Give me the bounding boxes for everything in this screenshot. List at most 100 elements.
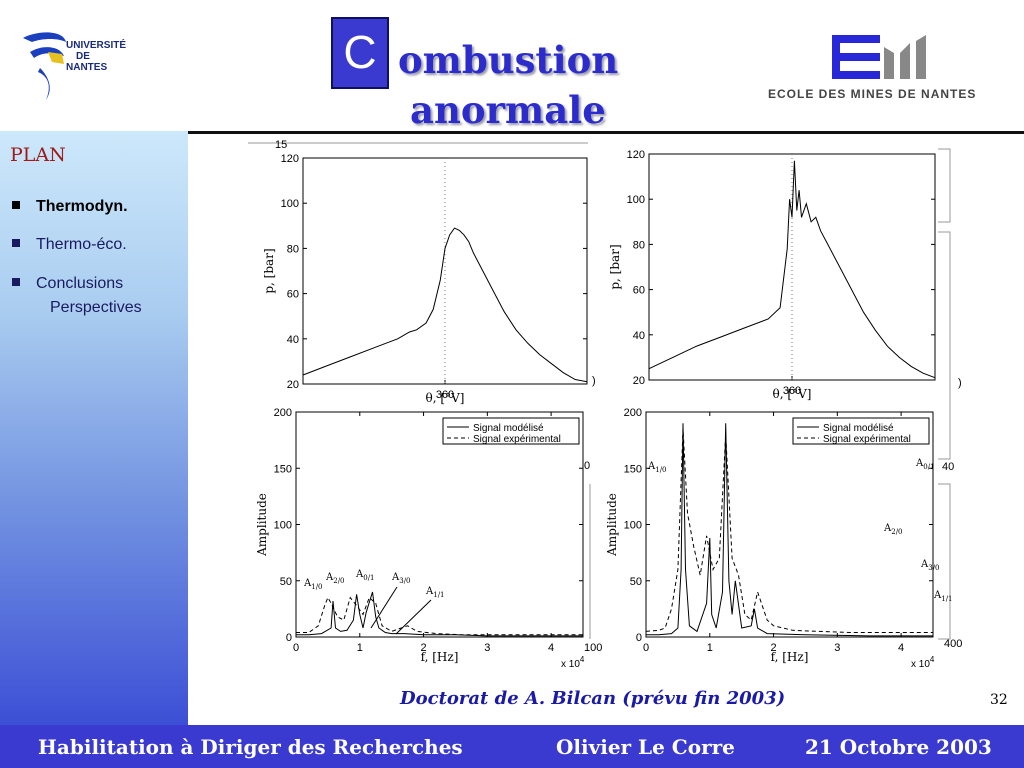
plan-item-thermodyn[interactable]: Thermodyn.: [12, 198, 128, 216]
x-tick-label: 4: [898, 642, 904, 654]
y-tick-label: 0: [636, 632, 642, 644]
svg-text:): ): [592, 375, 596, 387]
bullet-icon: [12, 201, 20, 209]
x-tick-label: 2: [420, 642, 426, 654]
svg-text:100: 100: [584, 642, 602, 654]
x-tick-label: 1: [707, 642, 713, 654]
y-tick-label: 20: [287, 379, 299, 391]
x-tick-label: 360: [436, 389, 454, 401]
x-multiplier-exp: 4: [580, 655, 585, 664]
series-line-1: [648, 160, 936, 379]
legend-box: [792, 417, 930, 445]
school-name: ECOLE DES MINES DE NANTES: [768, 87, 977, 101]
header-divider: [188, 131, 1024, 134]
y-tick-label: 100: [624, 520, 642, 532]
footer-bar: Habilitation à Diriger des Recherches Ol…: [0, 725, 1024, 768]
footer-date: 21 Octobre 2003: [805, 735, 992, 759]
ecole-des-mines-logo: [832, 35, 926, 79]
x-tick-label: 1: [357, 642, 363, 654]
annotation-pointer: [395, 599, 432, 635]
slide-caption: Doctorat de A. Bilcan (prévu fin 2003): [400, 688, 786, 709]
x-axis-label: θ, [°V]: [426, 391, 465, 405]
y-tick-label: 60: [633, 285, 645, 297]
x-tick-label: 0: [643, 642, 649, 654]
annotation-pointer: [370, 586, 398, 629]
y-tick-label: 200: [624, 407, 642, 419]
plot-frame: [295, 411, 584, 638]
series-line-1: [302, 227, 588, 383]
peak-annotation-sub: 1/0: [655, 466, 666, 474]
peak-annotation-sub: 2/0: [333, 577, 344, 585]
footer-author: Olivier Le Corre: [556, 735, 735, 759]
peak-annotation-sub: 1/0: [311, 583, 322, 591]
y-tick-label: 0: [286, 632, 292, 644]
charts-area: 15 ) ) 0 40 100 400 20406080100120360θ, …: [248, 139, 962, 670]
x-multiplier: x 104: [911, 655, 935, 670]
svg-text:400: 400: [944, 638, 962, 650]
legend-label: Signal modélisé: [823, 423, 894, 434]
svg-text:): ): [958, 377, 962, 389]
y-tick-label: 60: [287, 289, 299, 301]
y-tick-label: 50: [280, 576, 292, 588]
y-tick-label: 120: [627, 149, 645, 161]
y-tick-label: 200: [274, 407, 292, 419]
series-line-1: [646, 423, 933, 637]
peak-annotation-sub: 1/1: [433, 591, 444, 599]
legend-label: Signal expérimental: [473, 434, 561, 445]
x-axis-label: f, [Hz]: [421, 650, 459, 664]
plan-sidebar: PLAN Thermodyn. Thermo-éco. Conclusions …: [0, 131, 188, 725]
svg-text:15: 15: [275, 139, 287, 151]
universite-de-nantes-logo: [23, 32, 66, 100]
y-axis-label: p, [bar]: [262, 248, 276, 293]
slide-title-line1: ombustion: [398, 38, 619, 82]
x-axis-label: θ, [°V]: [773, 387, 812, 401]
plan-item-conclusions[interactable]: Conclusions: [12, 275, 123, 293]
legend-label: Signal expérimental: [823, 434, 911, 445]
university-name: UNIVERSITÉ DE NANTES: [66, 40, 127, 73]
x-tick-label: 0: [293, 642, 299, 654]
y-tick-label: 40: [287, 334, 299, 346]
y-axis-label: Amplitude: [255, 493, 269, 557]
y-tick-label: 100: [281, 198, 299, 210]
bullet-icon: [12, 239, 20, 247]
title-initial: C: [331, 17, 389, 89]
peak-annotation-sub: 2/0: [891, 528, 902, 536]
peak-annotation-sub: 0/1: [363, 574, 374, 582]
plan-title: PLAN: [10, 144, 66, 166]
y-tick-label: 150: [624, 463, 642, 475]
y-tick-label: 150: [274, 463, 292, 475]
y-tick-label: 100: [627, 194, 645, 206]
legend-label: Signal modélisé: [473, 423, 544, 434]
y-tick-label: 50: [630, 576, 642, 588]
x-tick-label: 4: [548, 642, 554, 654]
y-tick-label: 100: [274, 520, 292, 532]
plot-frame: [645, 411, 934, 638]
svg-text:0: 0: [584, 460, 590, 472]
y-tick-label: 80: [287, 243, 299, 255]
x-tick-label: 2: [770, 642, 776, 654]
x-tick-label: 3: [834, 642, 840, 654]
y-tick-label: 80: [633, 239, 645, 251]
plan-item-perspectives[interactable]: Perspectives: [50, 299, 142, 316]
svg-text:40: 40: [942, 461, 954, 473]
plan-item-thermo-eco[interactable]: Thermo-éco.: [12, 236, 127, 254]
peak-annotation-sub: 3/0: [399, 577, 410, 585]
bullet-icon: [12, 278, 20, 286]
series-line-2: [645, 428, 933, 633]
x-multiplier-exp: 4: [930, 655, 935, 664]
x-tick-label: 360: [783, 385, 801, 397]
x-tick-label: 3: [484, 642, 490, 654]
page-number: 32: [990, 692, 1008, 708]
peak-annotation-sub: 1/1: [941, 595, 952, 603]
footer-event: Habilitation à Diriger des Recherches: [38, 735, 463, 759]
series-line-2: [296, 596, 583, 636]
peak-annotation-sub: 3/0: [928, 564, 939, 572]
legend-box: [442, 417, 580, 445]
y-axis-label: Amplitude: [605, 493, 619, 557]
